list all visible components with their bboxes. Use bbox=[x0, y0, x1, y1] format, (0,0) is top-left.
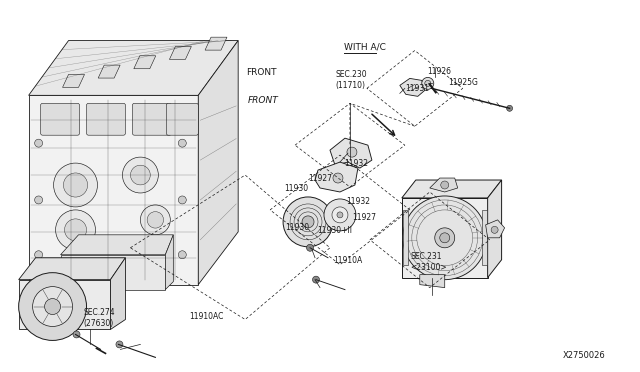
Text: (11710): (11710) bbox=[335, 81, 365, 90]
Circle shape bbox=[332, 207, 348, 223]
Circle shape bbox=[333, 173, 343, 183]
Polygon shape bbox=[482, 210, 486, 265]
Circle shape bbox=[131, 165, 150, 185]
Polygon shape bbox=[402, 198, 488, 278]
FancyBboxPatch shape bbox=[86, 103, 125, 135]
Polygon shape bbox=[315, 162, 358, 192]
Circle shape bbox=[35, 196, 43, 204]
Circle shape bbox=[122, 157, 158, 193]
Text: X2750026: X2750026 bbox=[563, 351, 605, 360]
Circle shape bbox=[147, 212, 164, 228]
Circle shape bbox=[347, 147, 357, 157]
Text: <23100>: <23100> bbox=[411, 263, 447, 272]
Circle shape bbox=[179, 139, 186, 147]
Text: FRONT: FRONT bbox=[246, 68, 277, 77]
Text: WITH A/C: WITH A/C bbox=[344, 42, 386, 51]
Circle shape bbox=[73, 331, 80, 338]
Polygon shape bbox=[111, 258, 125, 330]
Circle shape bbox=[35, 251, 43, 259]
Polygon shape bbox=[400, 78, 425, 96]
Circle shape bbox=[324, 199, 356, 231]
Text: SEC.230: SEC.230 bbox=[335, 70, 367, 79]
Polygon shape bbox=[488, 180, 502, 278]
Text: 11910A: 11910A bbox=[333, 256, 362, 265]
Polygon shape bbox=[98, 65, 120, 78]
Circle shape bbox=[312, 276, 319, 283]
Circle shape bbox=[33, 286, 72, 327]
Text: SEC.231: SEC.231 bbox=[411, 252, 442, 261]
Text: 11932: 11932 bbox=[344, 158, 368, 167]
Circle shape bbox=[440, 233, 450, 243]
Polygon shape bbox=[61, 235, 173, 255]
Polygon shape bbox=[198, 41, 238, 285]
Circle shape bbox=[283, 197, 333, 247]
FancyBboxPatch shape bbox=[40, 103, 79, 135]
Circle shape bbox=[45, 299, 61, 314]
Circle shape bbox=[441, 181, 449, 189]
Text: 11926: 11926 bbox=[428, 67, 451, 76]
Circle shape bbox=[179, 251, 186, 259]
Text: (27630): (27630) bbox=[84, 320, 114, 328]
Text: 11930+II: 11930+II bbox=[317, 226, 353, 235]
Circle shape bbox=[56, 210, 95, 250]
Polygon shape bbox=[402, 180, 502, 198]
Polygon shape bbox=[29, 41, 238, 95]
Circle shape bbox=[65, 219, 86, 241]
Polygon shape bbox=[29, 95, 198, 285]
Circle shape bbox=[116, 341, 123, 348]
Text: 11930: 11930 bbox=[285, 223, 309, 232]
Circle shape bbox=[54, 163, 97, 207]
Text: 11930: 11930 bbox=[284, 184, 308, 193]
Circle shape bbox=[507, 105, 513, 111]
Polygon shape bbox=[63, 74, 84, 87]
Text: 11932: 11932 bbox=[346, 198, 370, 206]
Polygon shape bbox=[486, 220, 504, 238]
Polygon shape bbox=[170, 46, 191, 60]
Circle shape bbox=[425, 80, 431, 86]
FancyBboxPatch shape bbox=[166, 103, 198, 135]
Polygon shape bbox=[134, 56, 156, 69]
Circle shape bbox=[491, 226, 498, 233]
Polygon shape bbox=[430, 178, 458, 192]
Text: 11925G: 11925G bbox=[448, 78, 477, 87]
Circle shape bbox=[35, 139, 43, 147]
FancyBboxPatch shape bbox=[132, 103, 172, 135]
Circle shape bbox=[179, 196, 186, 204]
Circle shape bbox=[307, 244, 314, 251]
Text: 11910AC: 11910AC bbox=[189, 312, 223, 321]
Polygon shape bbox=[19, 280, 111, 330]
Circle shape bbox=[422, 77, 434, 89]
Polygon shape bbox=[205, 37, 227, 50]
Circle shape bbox=[403, 196, 486, 280]
Circle shape bbox=[63, 173, 88, 197]
Polygon shape bbox=[403, 210, 408, 265]
Circle shape bbox=[140, 205, 170, 235]
Polygon shape bbox=[19, 258, 125, 280]
Circle shape bbox=[19, 273, 86, 340]
Circle shape bbox=[435, 228, 454, 248]
Circle shape bbox=[337, 212, 343, 218]
Polygon shape bbox=[61, 255, 165, 290]
Polygon shape bbox=[330, 138, 372, 168]
Polygon shape bbox=[165, 235, 173, 290]
Text: SEC.274: SEC.274 bbox=[84, 308, 115, 317]
Circle shape bbox=[302, 216, 314, 228]
Text: 11931: 11931 bbox=[406, 84, 429, 93]
Text: 11927: 11927 bbox=[352, 214, 376, 222]
Text: 11927: 11927 bbox=[308, 174, 333, 183]
Text: FRONT: FRONT bbox=[248, 96, 279, 105]
Polygon shape bbox=[420, 275, 445, 288]
